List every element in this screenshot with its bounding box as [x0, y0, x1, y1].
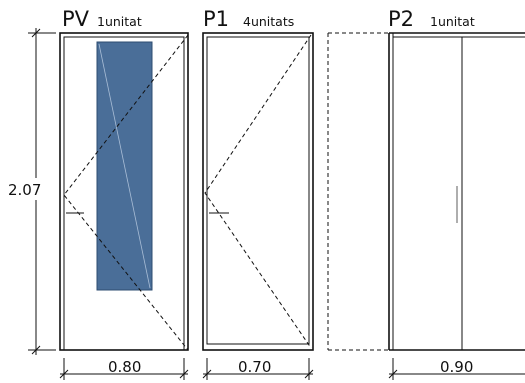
height-dimension: 2.07 — [6, 28, 56, 355]
width-dimension-p2: 0.90 — [388, 358, 525, 380]
width-p1-value: 0.70 — [238, 358, 271, 376]
door-p1 — [202, 32, 314, 351]
door-p1-code: P1 — [203, 7, 229, 31]
height-value: 2.07 — [8, 181, 41, 199]
width-pv-value: 0.80 — [108, 358, 141, 376]
door-pv — [59, 32, 189, 351]
door-p2-qty: 1unitat — [430, 14, 475, 29]
door-p2 — [388, 32, 525, 351]
wall-opening — [327, 32, 388, 351]
width-dimension-p1: 0.70 — [202, 358, 314, 380]
door-pv-code: PV — [62, 7, 90, 31]
width-p2-value: 0.90 — [440, 358, 473, 376]
door-p2-code: P2 — [388, 7, 414, 31]
width-dimension-pv: 0.80 — [59, 358, 189, 380]
door-p1-qty: 4unitats — [243, 14, 294, 29]
door-pv-qty: 1unitat — [97, 14, 142, 29]
